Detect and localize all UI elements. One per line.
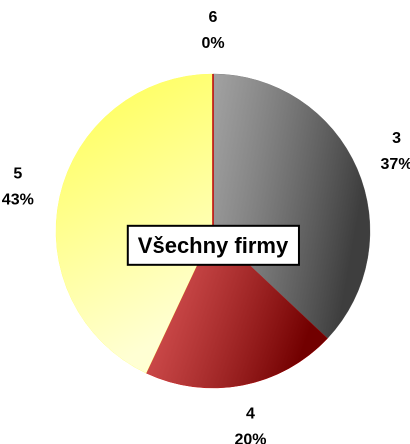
pie	[55, 73, 371, 389]
value-label: 37%	[381, 156, 410, 173]
title-box	[126, 224, 300, 266]
category-label: 3	[392, 130, 401, 147]
slice-shading	[213, 74, 371, 339]
value-label: 43%	[2, 192, 34, 209]
value-label: 20%	[234, 432, 266, 444]
labels: 3 37% 4 20% 5 43% 6 0%	[2, 9, 410, 444]
category-label: 6	[209, 9, 218, 26]
category-label: 4	[246, 406, 255, 423]
slice-shading	[55, 74, 213, 374]
category-label: 5	[13, 166, 22, 183]
chart-title: Všechny firmy	[138, 233, 289, 258]
slice-shading	[146, 231, 328, 388]
value-label: 0%	[201, 35, 224, 52]
